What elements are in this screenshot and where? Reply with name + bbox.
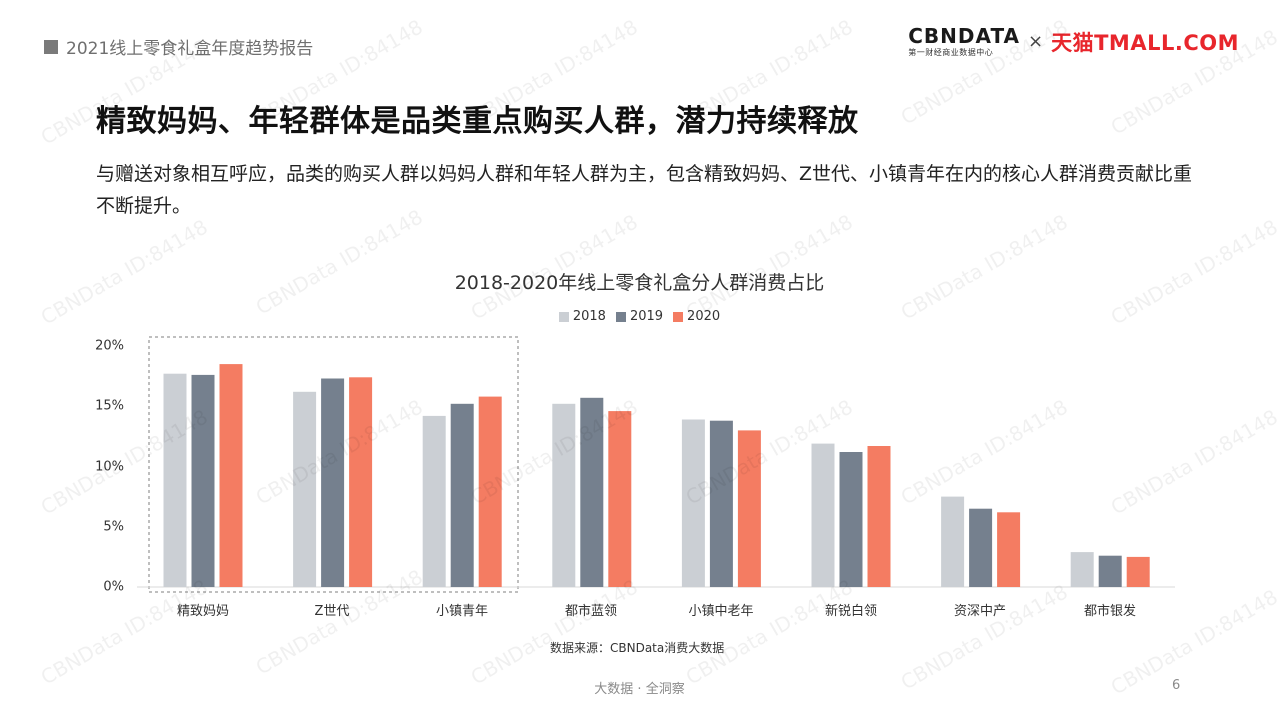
brand-logos: CBNDATA 第一财经商业数据中心 × 天猫TMALL.COM (908, 26, 1239, 57)
bar-2019-4 (709, 420, 733, 587)
page-number: 6 (1172, 678, 1181, 693)
chart-legend: 2018 2019 2020 (0, 309, 1279, 324)
bar-2019-2 (450, 403, 474, 587)
legend-swatch-2020 (673, 311, 684, 322)
bar-2019-5 (839, 452, 863, 587)
y-tick-label: 0% (103, 579, 124, 595)
bar-2020-6 (997, 512, 1021, 587)
source-note: 数据来源：CBNData消费大数据 (550, 641, 725, 655)
legend-label-2019: 2019 (629, 309, 664, 324)
cbndata-logo-subtitle: 第一财经商业数据中心 (908, 48, 994, 57)
tmall-logo: 天猫TMALL.COM (1051, 30, 1239, 55)
x-tick-label: 资深中产 (953, 604, 1007, 619)
bar-2018-5 (811, 443, 835, 587)
bar-2020-4 (737, 430, 761, 588)
legend-label-2018: 2018 (572, 309, 606, 324)
bar-2020-7 (1126, 556, 1150, 587)
x-tick-label: 小镇青年 (435, 604, 489, 619)
bar-2018-7 (1070, 552, 1094, 587)
bar-2018-1 (293, 391, 317, 587)
bar-2018-4 (681, 419, 705, 587)
x-tick-label: 新锐白领 (824, 604, 878, 619)
bar-2020-3 (608, 411, 632, 587)
section-title: 2021线上零食礼盒年度趋势报告 (66, 39, 314, 59)
legend-label-2020: 2020 (687, 309, 721, 324)
x-tick-label: Z世代 (314, 604, 350, 619)
bar-2019-6 (969, 508, 993, 587)
legend-item-2019: 2019 (615, 309, 664, 324)
chart-title: 2018-2020年线上零食礼盒分人群消费占比 (454, 272, 825, 294)
bar-2018-3 (552, 403, 576, 587)
header-square-icon (44, 39, 58, 54)
x-tick-label: 都市银发 (1083, 604, 1137, 619)
y-tick-label: 5% (103, 519, 124, 535)
bar-2018-6 (941, 496, 965, 587)
header-bar: 2021线上零食礼盒年度趋势报告 (44, 34, 313, 59)
bar-2018-0 (163, 373, 187, 587)
page-title: 精致妈妈、年轻群体是品类重点购买人群，潜力持续释放 (96, 104, 859, 139)
bar-2020-1 (349, 377, 373, 587)
y-axis: 0% 5% 10% 15% 20% (80, 0, 130, 719)
bar-2018-2 (422, 415, 446, 587)
cbndata-logo-text: CBNDATA (908, 24, 1021, 48)
page-subtitle: 与赠送对象相互呼应，品类的购买人群以妈妈人群和年轻人群为主，包含精致妈妈、Z世代… (96, 163, 1193, 217)
cbndata-logo: CBNDATA 第一财经商业数据中心 (908, 26, 1020, 57)
x-tick-label: 都市蓝领 (564, 604, 618, 619)
legend-item-2018: 2018 (558, 309, 606, 324)
y-tick-label: 10% (95, 459, 124, 475)
footer-tagline: 大数据 · 全洞察 (594, 682, 685, 697)
bar-2020-5 (867, 446, 891, 587)
x-tick-label: 精致妈妈 (176, 604, 230, 619)
bar-2019-3 (580, 397, 604, 587)
legend-swatch-2019 (615, 311, 626, 322)
y-tick-label: 15% (95, 398, 124, 414)
bar-2020-0 (219, 364, 243, 587)
bar-2020-2 (478, 396, 502, 587)
legend-item-2020: 2020 (673, 309, 720, 324)
x-tick-label: 小镇中老年 (688, 604, 754, 619)
y-tick-label: 20% (95, 338, 124, 354)
bar-2019-1 (321, 378, 345, 587)
x-axis-labels: 精致妈妈 Z世代 小镇青年 都市蓝领 小镇中老年 新锐白领 资深中产 都市银发 (0, 600, 1279, 620)
brand-cross: × (1028, 31, 1044, 52)
bar-2019-0 (191, 374, 215, 587)
bars-group (163, 364, 1150, 588)
legend-swatch-2018 (558, 311, 569, 322)
bar-2019-7 (1098, 555, 1122, 587)
